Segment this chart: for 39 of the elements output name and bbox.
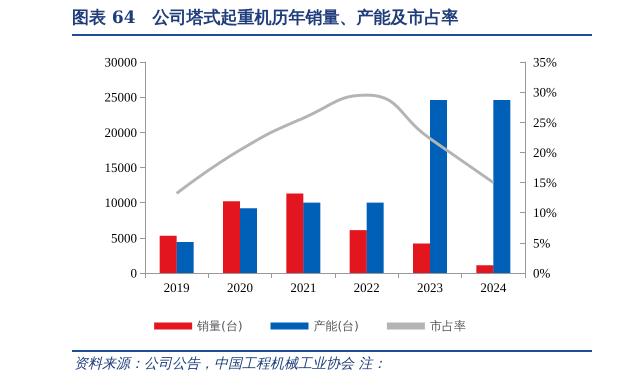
- bar: [493, 100, 510, 273]
- x-tick-label: 2023: [417, 280, 443, 295]
- y2-tick-label: 15%: [533, 175, 557, 190]
- y-tick-label: 20000: [104, 124, 137, 140]
- y-tick-label: 25000: [104, 90, 137, 105]
- bar: [303, 202, 320, 273]
- legend-label: 产能(台): [314, 319, 359, 333]
- text: 资料来源：公司公告，中国工程机械工业协会 注：: [74, 355, 386, 373]
- y-tick-label: 5000: [111, 230, 137, 246]
- x-tick-label: 2019: [164, 280, 190, 295]
- y-tick-label: 30000: [104, 54, 137, 70]
- y-tick-label: 15000: [104, 160, 137, 175]
- bar: [223, 201, 240, 273]
- y2-tick-label: 10%: [533, 205, 557, 220]
- x-tick-label: 2020: [227, 280, 253, 295]
- bar: [413, 243, 430, 273]
- legend-label: 销量(台): [196, 319, 243, 333]
- bar: [176, 242, 194, 273]
- bar: [366, 202, 384, 273]
- y-tick-label: 0: [130, 266, 137, 280]
- bar: [430, 100, 447, 273]
- y-tick-label: 10000: [104, 195, 137, 210]
- y2-tick-label: 20%: [533, 144, 557, 160]
- y2-tick-label: 25%: [533, 114, 557, 130]
- y2-tick-label: 30%: [533, 84, 557, 100]
- bar: [240, 208, 257, 273]
- x-tick-label: 2021: [290, 280, 316, 295]
- x-tick-label: 2024: [480, 280, 507, 295]
- bar: [160, 236, 177, 273]
- legend-label: 市占率: [430, 319, 466, 333]
- bar: [476, 265, 494, 273]
- line-series: [175, 94, 495, 195]
- bar: [350, 230, 367, 273]
- x-tick-label: 2022: [354, 280, 380, 295]
- bar: [286, 194, 304, 273]
- chart-title: 图表 64 公司塔式起重机历年销量、产能及市占率: [72, 7, 459, 29]
- y2-tick-label: 5%: [533, 235, 550, 250]
- y2-tick-label: 0%: [533, 266, 550, 280]
- y2-tick-label: 35%: [533, 54, 557, 70]
